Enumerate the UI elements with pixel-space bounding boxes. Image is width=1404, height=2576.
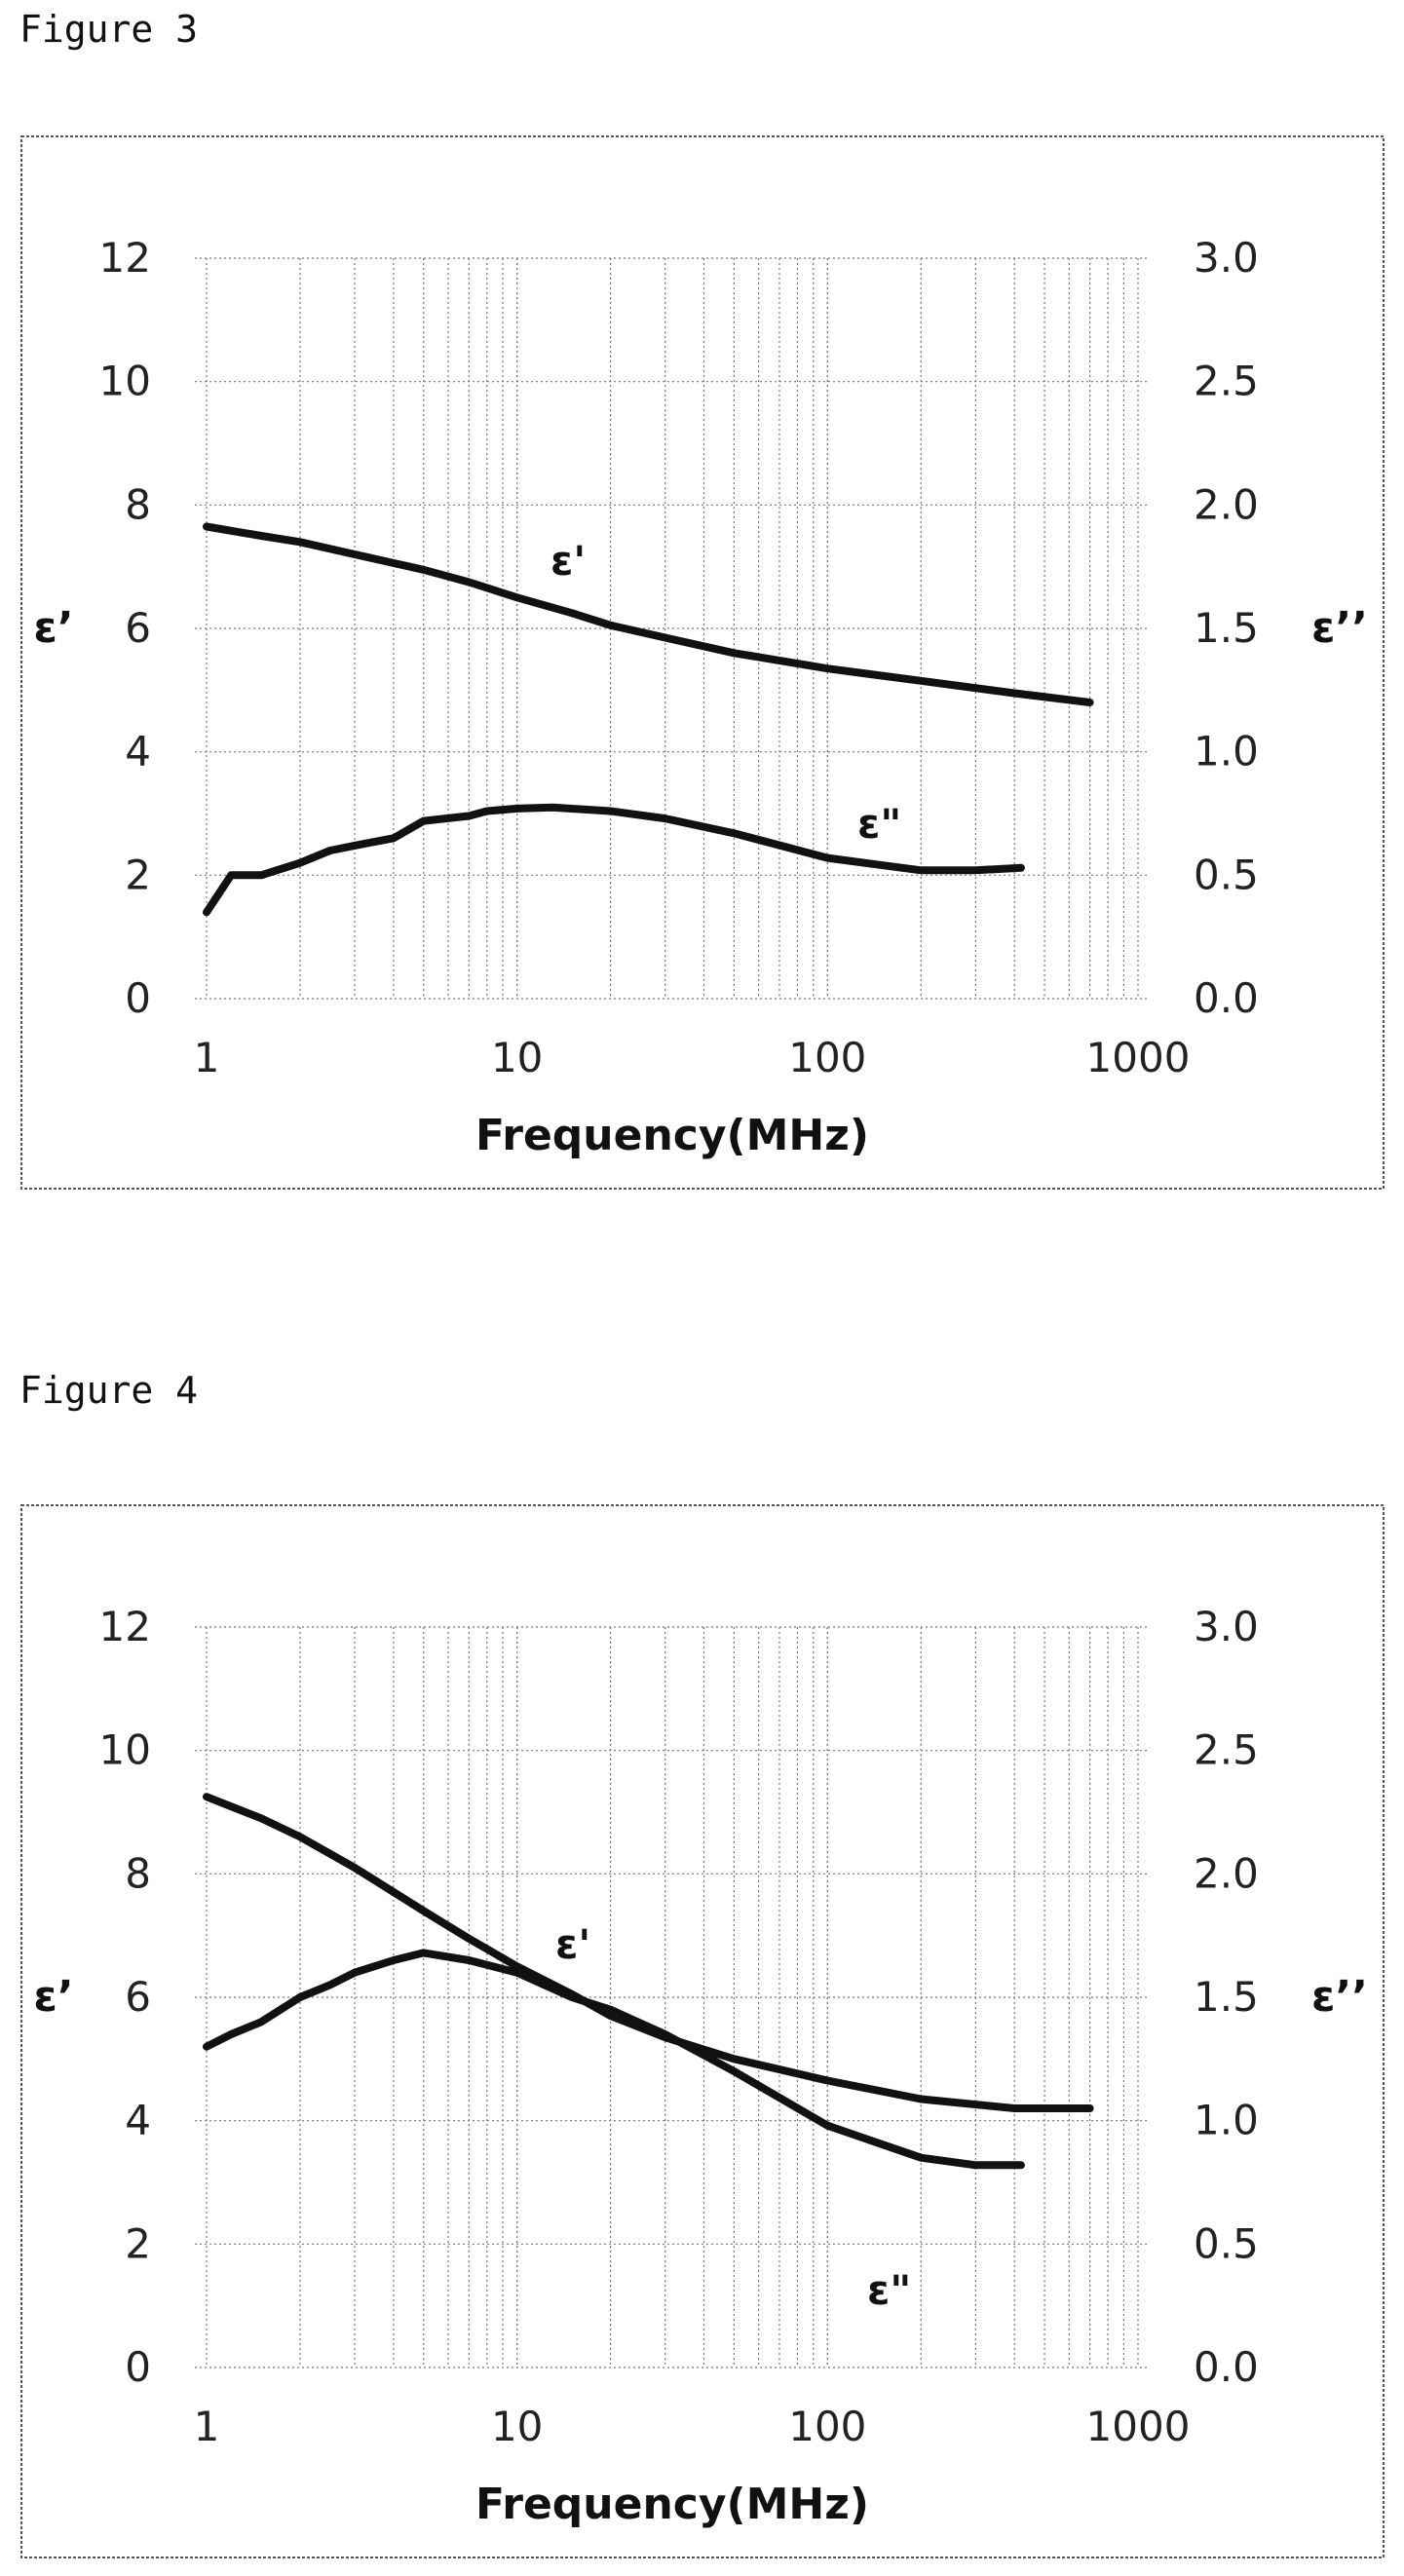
- y-tick-label: 12: [99, 234, 151, 282]
- y2-tick-label: 0.0: [1194, 974, 1259, 1022]
- figure-3-labels: ε' ε": [550, 537, 901, 848]
- x-tick-label: 10: [491, 2403, 543, 2450]
- y-tick-label: 2: [125, 851, 151, 898]
- y-tick-label: 10: [99, 358, 151, 405]
- y2-tick-label: 0.0: [1194, 2343, 1259, 2391]
- figure-3-grid: [195, 257, 1150, 1000]
- series-label-eps-real: ε': [550, 537, 586, 585]
- y2-tick-label: 1.0: [1194, 2097, 1259, 2144]
- y2-axis-title: ε’’: [1311, 603, 1368, 653]
- series-line-eps-imag: [203, 1949, 1025, 2170]
- x-tick-label: 1000: [1086, 1034, 1191, 1081]
- y2-tick-label: 2.5: [1194, 358, 1259, 405]
- x-tick-label: 100: [788, 1034, 866, 1081]
- y-tick-label: 8: [125, 480, 151, 528]
- y-tick-label: 6: [125, 1973, 151, 2021]
- y2-tick-label: 3.0: [1194, 1603, 1259, 1650]
- figure-4-series: [203, 1793, 1094, 2170]
- y-tick-label: 4: [125, 2097, 151, 2144]
- y-tick-label: 6: [125, 604, 151, 652]
- y2-tick-label: 3.0: [1194, 234, 1259, 282]
- x-axis-title: Frequency(MHz): [475, 1111, 869, 1160]
- y-tick-label: 0: [125, 2343, 151, 2391]
- y-axis-title: ε’: [33, 1972, 73, 2022]
- figure-4-grid: [195, 1626, 1150, 2368]
- x-axis-title: Frequency(MHz): [475, 2480, 869, 2529]
- figure-4-axes: 0 2 4 6 8 10 12 0.0 0.5 1.0 1.5 2.0 2.5 3.0 1 10 100 1000…: [33, 1603, 1368, 2529]
- x-tick-label: 1000: [1086, 2403, 1191, 2450]
- y2-tick-label: 2.0: [1194, 480, 1259, 528]
- y2-tick-label: 1.5: [1194, 604, 1259, 652]
- x-tick-label: 100: [788, 2403, 866, 2450]
- figure-4-labels: ε' ε": [555, 1920, 911, 2314]
- y2-tick-label: 2.5: [1194, 1726, 1259, 1774]
- figure-3-label: Figure 3: [19, 8, 199, 51]
- series-line-eps-imag: [203, 803, 1025, 917]
- y-axis-title: ε’: [33, 603, 73, 653]
- y-tick-label: 0: [125, 974, 151, 1022]
- figure-4-frame: [20, 1504, 1385, 2558]
- x-tick-label: 1: [194, 2403, 220, 2450]
- figure-3-series: [203, 522, 1094, 917]
- figure-3-chart: 0 2 4 6 8 10 12 0.0 0.5 1.0 1.5 2.0 2.5 3.0 1 10 100 1000…: [20, 135, 1385, 1190]
- y2-axis-title: ε’’: [1311, 1972, 1368, 2022]
- y-tick-label: 10: [99, 1726, 151, 1774]
- series-label-eps-imag: ε": [857, 800, 901, 848]
- series-label-eps-imag: ε": [867, 2266, 911, 2314]
- y-tick-label: 4: [125, 728, 151, 776]
- series-label-eps-real: ε': [555, 1920, 590, 1968]
- x-tick-label: 10: [491, 1034, 543, 1081]
- figure-3-axes: 0 2 4 6 8 10 12 0.0 0.5 1.0 1.5 2.0 2.5 3.0 1 10 100 1000…: [33, 234, 1368, 1160]
- series-line-eps-real: [203, 522, 1094, 706]
- figure-4-chart: 0 2 4 6 8 10 12 0.0 0.5 1.0 1.5 2.0 2.5 3.0 1 10 100 1000…: [20, 1504, 1385, 2558]
- figure-3-frame: [20, 135, 1385, 1190]
- series-line-eps-real: [203, 1793, 1094, 2112]
- y2-tick-label: 2.0: [1194, 1849, 1259, 1897]
- y2-tick-label: 0.5: [1194, 2219, 1259, 2267]
- figure-4-label: Figure 4: [19, 1369, 199, 1412]
- y-tick-label: 8: [125, 1849, 151, 1897]
- y2-tick-label: 1.0: [1194, 728, 1259, 776]
- x-tick-label: 1: [194, 1034, 220, 1081]
- y-tick-label: 2: [125, 2219, 151, 2267]
- y2-tick-label: 1.5: [1194, 1973, 1259, 2021]
- y-tick-label: 12: [99, 1603, 151, 1650]
- y2-tick-label: 0.5: [1194, 851, 1259, 898]
